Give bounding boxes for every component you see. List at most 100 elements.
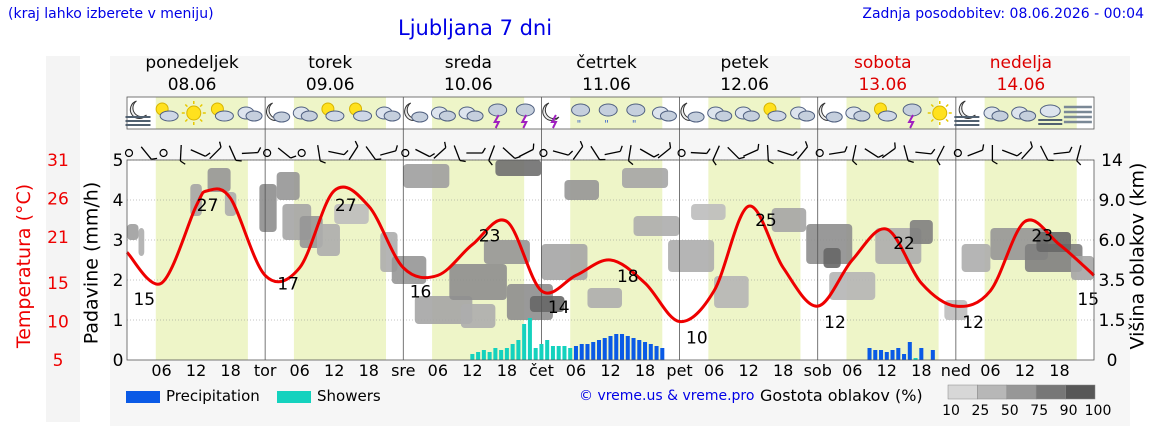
- wind-calm-icon: [815, 148, 824, 158]
- fog-icon: [1063, 105, 1092, 124]
- precip-tick: 2: [113, 271, 124, 291]
- wind-barb-icon: [415, 148, 435, 158]
- wind-barb-icon: [241, 147, 262, 155]
- wind-barb-icon: [277, 147, 297, 159]
- cloud-block: [316, 224, 340, 256]
- hour-tick-label: 18: [1049, 361, 1069, 380]
- precipitation-bar: [585, 344, 590, 360]
- wind-barb-icon: [727, 146, 745, 160]
- thunderstorm-icon: [902, 103, 922, 129]
- hour-tick-label: 18: [911, 361, 931, 380]
- temperature-tick: 15: [47, 274, 69, 294]
- showers-swatch: [277, 390, 311, 403]
- precipitation-bar: [608, 336, 613, 360]
- cloud-density-swatch: [1065, 384, 1096, 400]
- precipitation-bar: [470, 354, 475, 360]
- precipitation-bar: [596, 340, 602, 360]
- day-abbrev-label: čet: [529, 361, 554, 380]
- hour-tick-label: 18: [773, 361, 793, 380]
- cloud-block: [622, 168, 669, 188]
- wind-barb-icon: [936, 145, 945, 166]
- precipitation-bar: [556, 346, 561, 360]
- precip-tick: 3: [113, 231, 124, 251]
- temperature-label: 18: [617, 267, 639, 287]
- cloudy-icon: [1011, 106, 1037, 122]
- cloud-block: [483, 240, 530, 264]
- cloud-density-label: 90: [1060, 403, 1078, 419]
- cloud-block: [190, 184, 202, 216]
- copyright-link[interactable]: © vreme.us & vreme.pro: [579, 388, 755, 404]
- wind-barb-icon: [1039, 145, 1054, 162]
- cloud-block: [460, 304, 496, 328]
- precip-tick: 0: [113, 351, 124, 371]
- cloud-height-axis-title: Višina oblakov (km): [1126, 162, 1149, 350]
- wind-barb-icon: [328, 149, 349, 156]
- day-date: 13.06: [858, 75, 907, 95]
- cloud-block: [541, 244, 588, 280]
- cloud-block: [587, 288, 623, 308]
- precipitation-bar: [660, 348, 665, 360]
- hour-tick-label: 12: [324, 361, 344, 380]
- temperature-line: [125, 185, 1095, 324]
- cloud-density-swatch: [947, 384, 978, 400]
- precipitation-bar: [884, 352, 889, 360]
- wind-barb-icon: [903, 145, 914, 163]
- partly-cloudy-icon: [155, 102, 179, 122]
- wind-barb-icon: [380, 145, 398, 156]
- wind-calm-icon: [159, 148, 168, 158]
- precipitation-bar: [579, 344, 584, 360]
- precipitation-bar: [907, 342, 912, 360]
- precipitation-bar: [533, 348, 538, 360]
- cloudy-icon: [790, 106, 816, 122]
- day-name: petek: [721, 53, 769, 73]
- wind-barb-icon: [228, 145, 242, 162]
- precipitation-bar: [631, 338, 636, 360]
- day-abbrev-label: sre: [391, 361, 415, 380]
- precipitation-swatch: [126, 390, 160, 403]
- cloud-block: [961, 244, 991, 272]
- wind-calm-icon: [953, 148, 962, 158]
- wind-barb-icon: [433, 141, 447, 159]
- precipitation-bar: [568, 348, 573, 360]
- cloud-block: [714, 276, 749, 308]
- precipitation-bar: [499, 350, 504, 360]
- cloud-block: [276, 172, 300, 200]
- cloudy-icon: [292, 106, 318, 122]
- cloud-block: [633, 216, 680, 236]
- cloud-density-label: 50: [1001, 403, 1019, 419]
- wind-barb-icon: [348, 140, 359, 161]
- precipitation-bar: [539, 344, 544, 360]
- hour-tick-label: 06: [704, 361, 724, 380]
- wind-barb-icon: [488, 145, 496, 166]
- wind-barb-icon: [453, 145, 466, 163]
- precip-tick: 5: [113, 151, 124, 171]
- day-name: torek: [308, 53, 352, 73]
- precipitation-bar: [493, 348, 498, 360]
- precipitation-bar: [637, 340, 642, 360]
- cloudy-icon: [983, 106, 1009, 122]
- hour-tick-label: 06: [842, 361, 862, 380]
- precipitation-bar: [867, 348, 872, 360]
- wind-barb-icon: [915, 148, 936, 155]
- sunny-icon: [181, 101, 206, 125]
- cloudy-icon: [375, 106, 401, 122]
- temperature-label: 17: [277, 275, 299, 295]
- hour-tick-label: 12: [877, 361, 897, 380]
- showers-icon: ": [598, 103, 618, 130]
- temperature-label: 27: [335, 196, 357, 216]
- precipitation-bar: [873, 350, 878, 360]
- precipitation-bar: [516, 340, 521, 360]
- night-cloud-icon: [404, 102, 429, 123]
- temperature-label: 12: [962, 313, 984, 333]
- wind-barb-icon: [851, 145, 858, 166]
- precipitation-bar: [562, 346, 567, 360]
- precipitation-bar: [890, 350, 895, 360]
- legend-precipitation-label: Precipitation: [166, 387, 260, 405]
- wind-barb-icon: [881, 142, 896, 159]
- precip-tick: 1: [113, 311, 124, 331]
- day-name: nedelja: [990, 53, 1052, 73]
- wind-barb-icon: [1001, 149, 1023, 157]
- cloud-density-swatch: [1006, 384, 1037, 400]
- wind-barb-icon: [209, 141, 222, 160]
